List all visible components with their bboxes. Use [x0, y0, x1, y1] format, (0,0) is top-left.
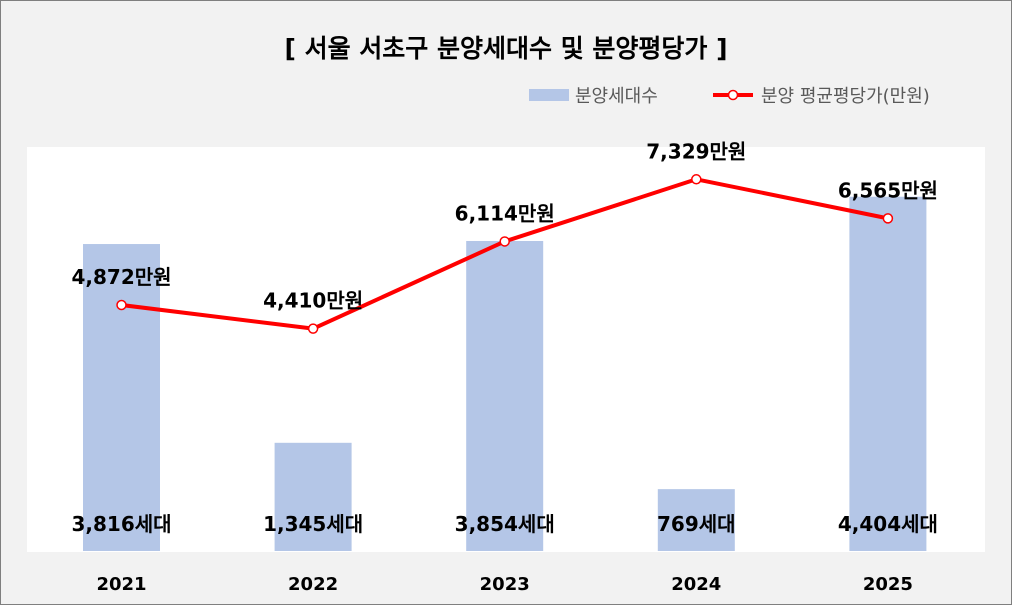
bar-2021 [83, 244, 160, 551]
x-tick-2023: 2023 [480, 574, 530, 595]
price-label-2024: 7,329만원 [646, 139, 746, 163]
x-tick-2025: 2025 [863, 574, 913, 595]
household-label-2023: 3,854세대 [455, 512, 555, 536]
x-tick-2024: 2024 [671, 574, 721, 595]
legend-item-bar: 분양세대수 [529, 83, 658, 107]
bar-2024 [657, 489, 735, 551]
x-tick-2021: 2021 [96, 574, 146, 595]
bar-2022 [274, 442, 352, 551]
price-label-2025: 6,565만원 [838, 178, 938, 202]
x-tick-2022: 2022 [288, 574, 338, 595]
price-point-2022 [307, 323, 319, 334]
price-label-2023: 6,114만원 [455, 201, 555, 225]
household-label-2025: 4,404세대 [838, 512, 938, 536]
price-point-2025 [882, 213, 894, 224]
chart-title: [ 서울 서초구 분양세대수 및 분양평당가 ] [284, 34, 728, 63]
legend-bar-label: 분양세대수 [575, 86, 658, 107]
household-label-2022: 1,345세대 [263, 512, 363, 536]
legend-line-label: 분양 평균평당가(만원) [761, 86, 930, 107]
price-label-2022: 4,410만원 [263, 289, 363, 313]
price-point-2023 [499, 236, 510, 247]
legend-item-line: 분양 평균평당가(만원) [711, 83, 930, 107]
legend-bar-swatch [529, 89, 569, 101]
price-point-2021 [116, 299, 127, 311]
legend-line-swatch [713, 89, 753, 101]
bar-2025 [849, 196, 927, 551]
price-point-2024 [691, 174, 702, 185]
price-label-2021: 4,872만원 [71, 265, 171, 289]
bar-2023 [466, 240, 544, 551]
household-label-2021: 3,816세대 [71, 512, 171, 536]
household-label-2024: 769세대 [657, 512, 736, 536]
